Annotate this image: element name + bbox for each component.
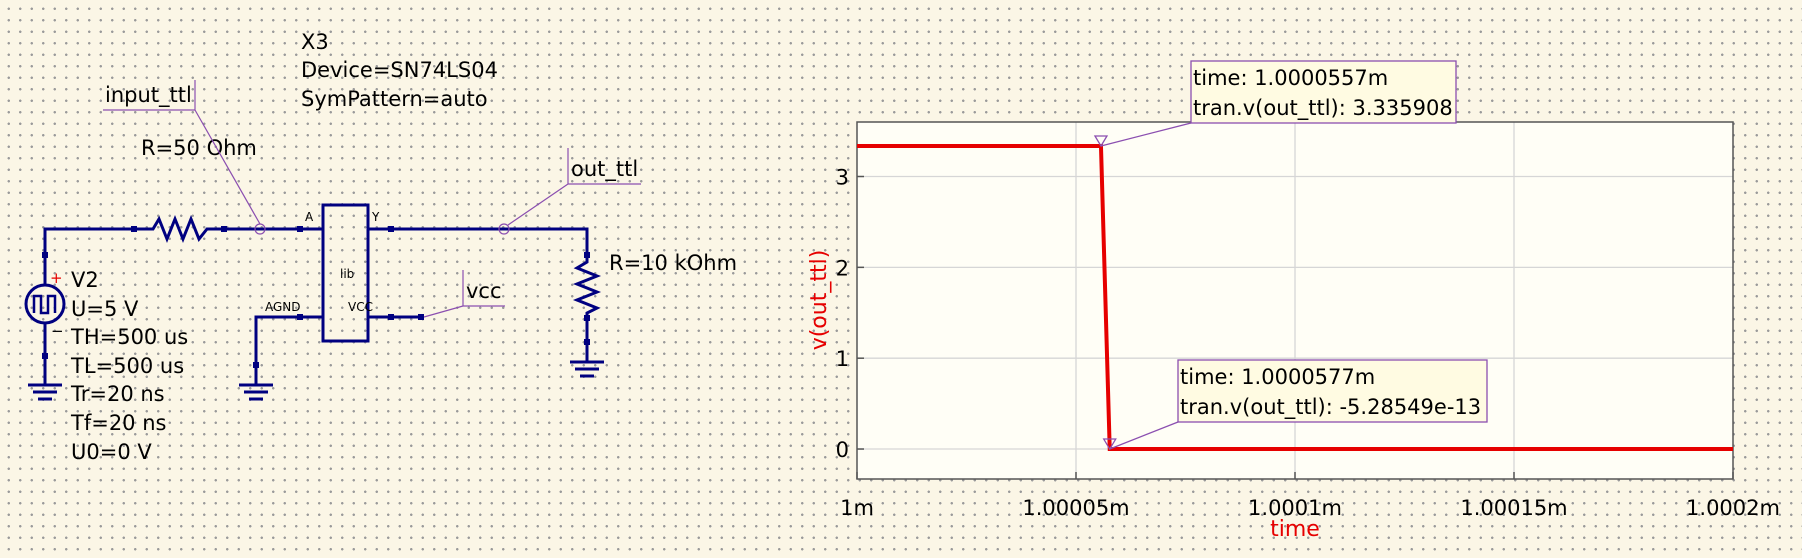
marker-annotation-1[interactable]: time: 1.0000557m tran.v(out_ttl): 3.33590… (1093, 60, 1457, 148)
marker-time-text: time: 1.0000557m (1193, 66, 1388, 90)
x3-ic-block[interactable] (321, 203, 370, 343)
marker-leader-line (1109, 421, 1179, 450)
pin-agnd-label: AGND (265, 300, 301, 314)
x3-sympattern: SymPattern=auto (301, 87, 488, 111)
marker-triangle (1093, 135, 1109, 148)
x-tick-label: 1.0002m (1686, 496, 1780, 520)
source-name: V2 (71, 268, 99, 292)
ground-symbol-source (28, 383, 62, 401)
plot-markers: time: 1.0000557m tran.v(out_ttl): 3.33590… (1093, 60, 1488, 451)
waveform-plot[interactable]: 1m 1.00005m 1.0001m 1.00015m 1.0002m 0 1 2 3 ti… (807, 60, 1780, 542)
pin-y-label: Y (371, 210, 380, 224)
marker-time-text: time: 1.0000577m (1180, 365, 1375, 389)
marker-value-text: tran.v(out_ttl): -5.28549e-13 (1180, 395, 1481, 420)
y-tick-label: 1 (836, 347, 849, 371)
x-tick-label: 1.0001m (1248, 496, 1342, 520)
x3-name: X3 (301, 30, 329, 54)
marker-value-text: tran.v(out_ttl): 3.335908 (1193, 96, 1453, 121)
source-param-tl: TL=500 us (70, 354, 184, 378)
marker-leader-line (1100, 122, 1192, 147)
y-tick-label: 3 (836, 166, 849, 190)
x-tick-label: 1m (840, 496, 874, 520)
input-resistor[interactable] (133, 214, 225, 244)
marker-annotation-2[interactable]: time: 1.0000577m tran.v(out_ttl): -5.2854… (1102, 359, 1488, 451)
net-out-ttl-text: out_ttl (571, 157, 638, 182)
source-param-u: U=5 V (71, 297, 139, 321)
load-resistor-value: R=10 kOhm (609, 251, 737, 275)
source-param-tr: Tr=20 ns (70, 382, 165, 406)
net-vcc-text: vcc (466, 279, 502, 303)
x3-block-label: lib (340, 267, 354, 281)
source-param-tf: Tf=20 ns (70, 411, 166, 435)
source-plus-sign: + (50, 269, 63, 287)
net-label-vcc[interactable] (423, 270, 505, 318)
pulse-source[interactable] (24, 283, 66, 325)
y-axis-label: v(out_ttl) (807, 250, 832, 351)
net-label-input-ttl[interactable] (103, 80, 266, 235)
y-tick-label: 2 (836, 256, 849, 280)
x-tick-label: 1.00005m (1022, 496, 1129, 520)
pin-nodes (42, 226, 590, 368)
marker-box (1177, 359, 1488, 423)
source-param-u0: U0=0 V (71, 440, 152, 464)
marker-box (1190, 60, 1457, 124)
trace-v-out-ttl (857, 143, 1733, 452)
x-axis-label: time (1270, 517, 1320, 542)
x-tick-label: 1.00015m (1460, 496, 1567, 520)
source-param-th: TH=500 us (70, 325, 188, 349)
ground-symbol-load (570, 360, 604, 378)
net-input-ttl-text: input_ttl (105, 83, 192, 108)
x3-device: Device=SN74LS04 (301, 58, 498, 82)
x-axis-ticks: 1m 1.00005m 1.0001m 1.00015m 1.0002m (840, 472, 1780, 520)
y-axis-ticks: 0 1 2 3 (836, 166, 864, 462)
source-minus-sign: − (51, 322, 64, 340)
marker-triangle (1102, 438, 1117, 451)
net-label-out-ttl[interactable] (498, 148, 641, 235)
input-resistor-value: R=50 Ohm (141, 136, 257, 160)
y-tick-label: 0 (836, 438, 849, 462)
load-resistor[interactable] (572, 255, 602, 318)
ground-symbol-agnd (239, 383, 273, 401)
pin-a-label: A (305, 210, 314, 224)
pin-vcc-label: VCC (348, 300, 373, 314)
